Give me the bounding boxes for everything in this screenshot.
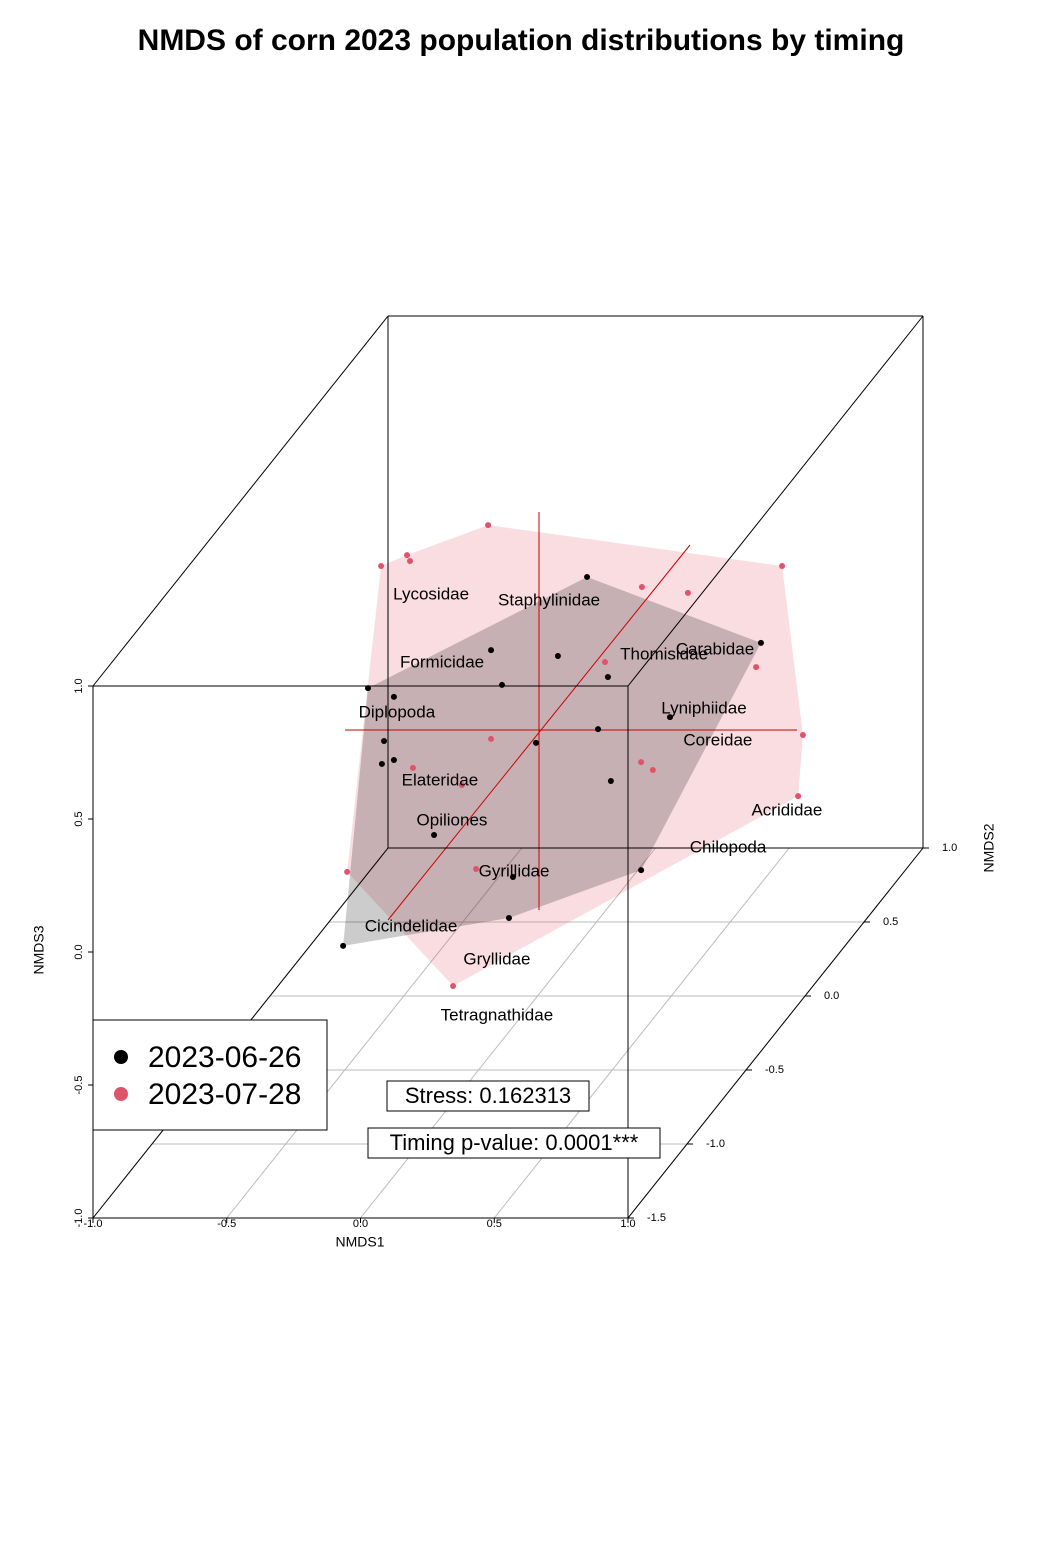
point bbox=[505, 914, 512, 921]
box-edge bbox=[627, 847, 924, 1219]
x-tick-label: -0.5 bbox=[217, 1218, 236, 1230]
point bbox=[409, 764, 416, 771]
point bbox=[381, 738, 388, 745]
point bbox=[404, 552, 411, 559]
point bbox=[499, 681, 506, 688]
point bbox=[757, 639, 764, 646]
point bbox=[488, 735, 495, 742]
point bbox=[799, 731, 806, 738]
species-label: Formicidae bbox=[400, 653, 484, 672]
x-tick-label: 1.0 bbox=[620, 1218, 635, 1230]
legend-marker bbox=[114, 1050, 128, 1064]
point bbox=[554, 652, 561, 659]
y-tick-label: 0.5 bbox=[73, 811, 85, 826]
chart-title: NMDS of corn 2023 population distributio… bbox=[138, 24, 905, 57]
species-label: Coreidae bbox=[683, 731, 752, 750]
legend-marker bbox=[114, 1087, 128, 1101]
point bbox=[406, 557, 413, 564]
species-label: Lyniphiidae bbox=[661, 698, 746, 717]
point bbox=[473, 866, 480, 873]
hulls bbox=[343, 525, 803, 987]
species-label: Diplopoda bbox=[359, 703, 436, 722]
species-label: Cicindelidae bbox=[365, 916, 458, 935]
origin-axis bbox=[387, 544, 691, 921]
z-tick-label: 0.0 bbox=[824, 990, 839, 1002]
marks bbox=[340, 522, 806, 990]
point bbox=[595, 726, 602, 733]
point bbox=[638, 867, 645, 874]
species-label: Staphylinidae bbox=[498, 590, 600, 609]
box bbox=[88, 315, 929, 1223]
point bbox=[488, 647, 495, 654]
hull bbox=[343, 576, 761, 946]
z-tick-label: -0.5 bbox=[765, 1064, 784, 1076]
x-axis-label: NMDS1 bbox=[335, 1234, 384, 1250]
point bbox=[458, 781, 465, 788]
species-label: Carabidae bbox=[676, 640, 754, 659]
point bbox=[753, 664, 760, 671]
point bbox=[378, 760, 385, 767]
point bbox=[638, 584, 645, 591]
annotation-box bbox=[386, 1080, 590, 1112]
annotation: Stress: 0.162313 bbox=[405, 1083, 571, 1108]
y-tick-label: 1.0 bbox=[73, 678, 85, 693]
point bbox=[779, 563, 786, 570]
z-axis-label: NMDS2 bbox=[981, 823, 997, 872]
point bbox=[344, 868, 351, 875]
legend-label: 2023-07-28 bbox=[148, 1078, 301, 1111]
species-label: Gryllidae bbox=[463, 949, 530, 968]
point bbox=[390, 756, 397, 763]
point bbox=[431, 831, 438, 838]
point bbox=[638, 759, 645, 766]
x-tick-label: 0.0 bbox=[353, 1218, 368, 1230]
z-tick-label: -1.5 bbox=[647, 1212, 666, 1224]
point bbox=[509, 873, 516, 880]
grid-line bbox=[226, 847, 523, 1219]
y-tick-label: 0.0 bbox=[73, 944, 85, 959]
y-tick-label: -0.5 bbox=[73, 1076, 85, 1095]
species-label: Thomisidae bbox=[620, 644, 708, 663]
hull bbox=[347, 525, 803, 987]
x-tick-label: -1.0 bbox=[84, 1218, 103, 1230]
x-tick-label: 0.5 bbox=[487, 1218, 502, 1230]
box-edge bbox=[92, 315, 389, 687]
annotation-box bbox=[367, 1127, 661, 1159]
y-tick-label: -1.0 bbox=[73, 1209, 85, 1228]
point bbox=[601, 659, 608, 666]
point bbox=[684, 589, 691, 596]
point bbox=[607, 777, 614, 784]
point bbox=[364, 685, 371, 692]
point bbox=[485, 522, 492, 529]
species-label: Opiliones bbox=[417, 811, 488, 830]
point bbox=[584, 573, 591, 580]
y-axis-label: NMDS3 bbox=[31, 925, 47, 974]
point bbox=[378, 563, 385, 570]
point bbox=[795, 793, 802, 800]
point bbox=[604, 673, 611, 680]
point bbox=[390, 693, 397, 700]
box-edge bbox=[627, 315, 924, 687]
point bbox=[340, 942, 347, 949]
z-tick-label: 0.5 bbox=[883, 916, 898, 928]
annotation: Timing p-value: 0.0001*** bbox=[390, 1130, 639, 1155]
legend-label: 2023-06-26 bbox=[148, 1041, 301, 1074]
species-label: Elateridae bbox=[402, 770, 479, 789]
species-label: Tetragnathidae bbox=[441, 1006, 553, 1025]
legend: 2023-06-26 2023-07-28 bbox=[92, 1019, 328, 1131]
point bbox=[649, 767, 656, 774]
point bbox=[532, 739, 539, 746]
species-label: Chilopoda bbox=[690, 837, 767, 856]
species-label: Gyrillidae bbox=[479, 861, 550, 880]
point bbox=[666, 714, 673, 721]
species-label: Lycosidae bbox=[393, 585, 469, 604]
legend-box bbox=[92, 1019, 328, 1131]
point bbox=[450, 983, 457, 990]
z-tick-label: 1.0 bbox=[942, 842, 957, 854]
species-label: Acrididae bbox=[751, 801, 822, 820]
z-tick-label: -1.0 bbox=[706, 1138, 725, 1150]
